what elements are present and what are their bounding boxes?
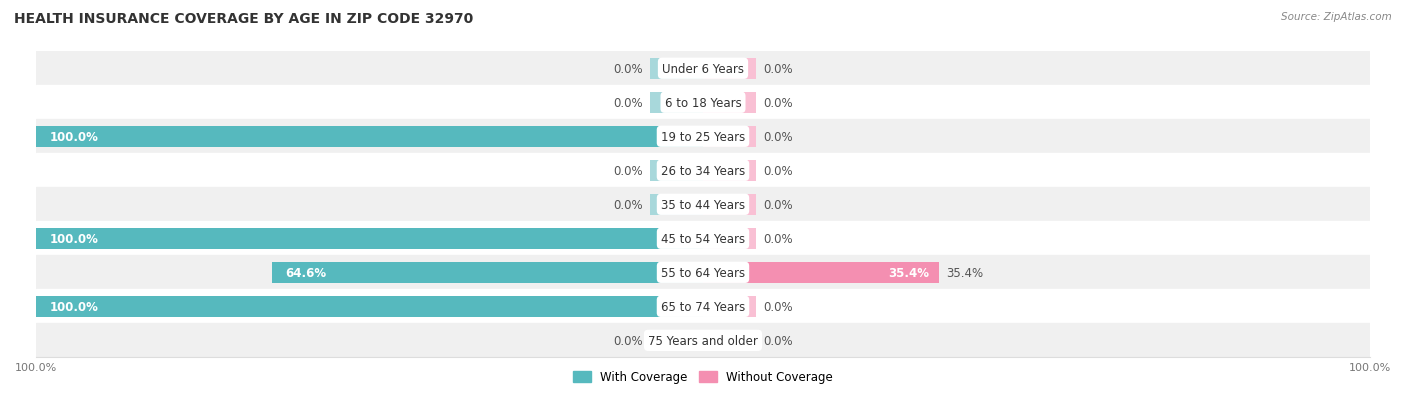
Bar xyxy=(703,228,756,249)
Bar xyxy=(703,126,756,147)
Bar xyxy=(37,86,1369,120)
Bar xyxy=(37,120,1369,154)
Text: 35 to 44 Years: 35 to 44 Years xyxy=(661,198,745,211)
Bar xyxy=(37,52,1369,86)
Text: 35.4%: 35.4% xyxy=(889,266,929,279)
Text: 100.0%: 100.0% xyxy=(49,300,98,313)
Bar xyxy=(37,290,1369,323)
Bar xyxy=(37,126,703,147)
Text: 19 to 25 Years: 19 to 25 Years xyxy=(661,131,745,143)
Text: 55 to 64 Years: 55 to 64 Years xyxy=(661,266,745,279)
Bar xyxy=(37,222,1369,256)
Bar xyxy=(703,93,756,114)
Bar xyxy=(37,256,1369,290)
Text: 0.0%: 0.0% xyxy=(763,232,793,245)
Bar xyxy=(650,194,703,215)
Bar xyxy=(37,154,1369,188)
Bar xyxy=(37,228,703,249)
Text: 35.4%: 35.4% xyxy=(946,266,983,279)
Bar xyxy=(37,296,703,317)
Text: 75 Years and older: 75 Years and older xyxy=(648,334,758,347)
Text: 100.0%: 100.0% xyxy=(49,131,98,143)
Bar xyxy=(703,330,756,351)
Text: 0.0%: 0.0% xyxy=(763,334,793,347)
Bar xyxy=(703,296,756,317)
Text: 0.0%: 0.0% xyxy=(763,198,793,211)
Text: Under 6 Years: Under 6 Years xyxy=(662,63,744,76)
Text: 100.0%: 100.0% xyxy=(49,232,98,245)
Bar xyxy=(703,194,756,215)
Text: HEALTH INSURANCE COVERAGE BY AGE IN ZIP CODE 32970: HEALTH INSURANCE COVERAGE BY AGE IN ZIP … xyxy=(14,12,474,26)
Bar xyxy=(37,323,1369,358)
Text: 0.0%: 0.0% xyxy=(763,97,793,109)
Text: 64.6%: 64.6% xyxy=(285,266,326,279)
Text: 0.0%: 0.0% xyxy=(763,63,793,76)
Text: 0.0%: 0.0% xyxy=(613,334,643,347)
Text: 0.0%: 0.0% xyxy=(763,164,793,177)
Text: 0.0%: 0.0% xyxy=(613,164,643,177)
Bar xyxy=(703,160,756,181)
Text: 45 to 54 Years: 45 to 54 Years xyxy=(661,232,745,245)
Text: 26 to 34 Years: 26 to 34 Years xyxy=(661,164,745,177)
Bar xyxy=(650,59,703,80)
Text: 0.0%: 0.0% xyxy=(763,300,793,313)
Text: 0.0%: 0.0% xyxy=(613,63,643,76)
Bar xyxy=(650,330,703,351)
Text: 0.0%: 0.0% xyxy=(613,198,643,211)
Text: 0.0%: 0.0% xyxy=(613,97,643,109)
Text: 0.0%: 0.0% xyxy=(763,131,793,143)
Bar xyxy=(650,93,703,114)
Bar xyxy=(703,59,756,80)
Text: Source: ZipAtlas.com: Source: ZipAtlas.com xyxy=(1281,12,1392,22)
Bar xyxy=(37,188,1369,222)
Bar xyxy=(703,262,939,283)
Text: 65 to 74 Years: 65 to 74 Years xyxy=(661,300,745,313)
Legend: With Coverage, Without Coverage: With Coverage, Without Coverage xyxy=(568,366,838,388)
Bar xyxy=(273,262,703,283)
Text: 6 to 18 Years: 6 to 18 Years xyxy=(665,97,741,109)
Bar xyxy=(650,160,703,181)
